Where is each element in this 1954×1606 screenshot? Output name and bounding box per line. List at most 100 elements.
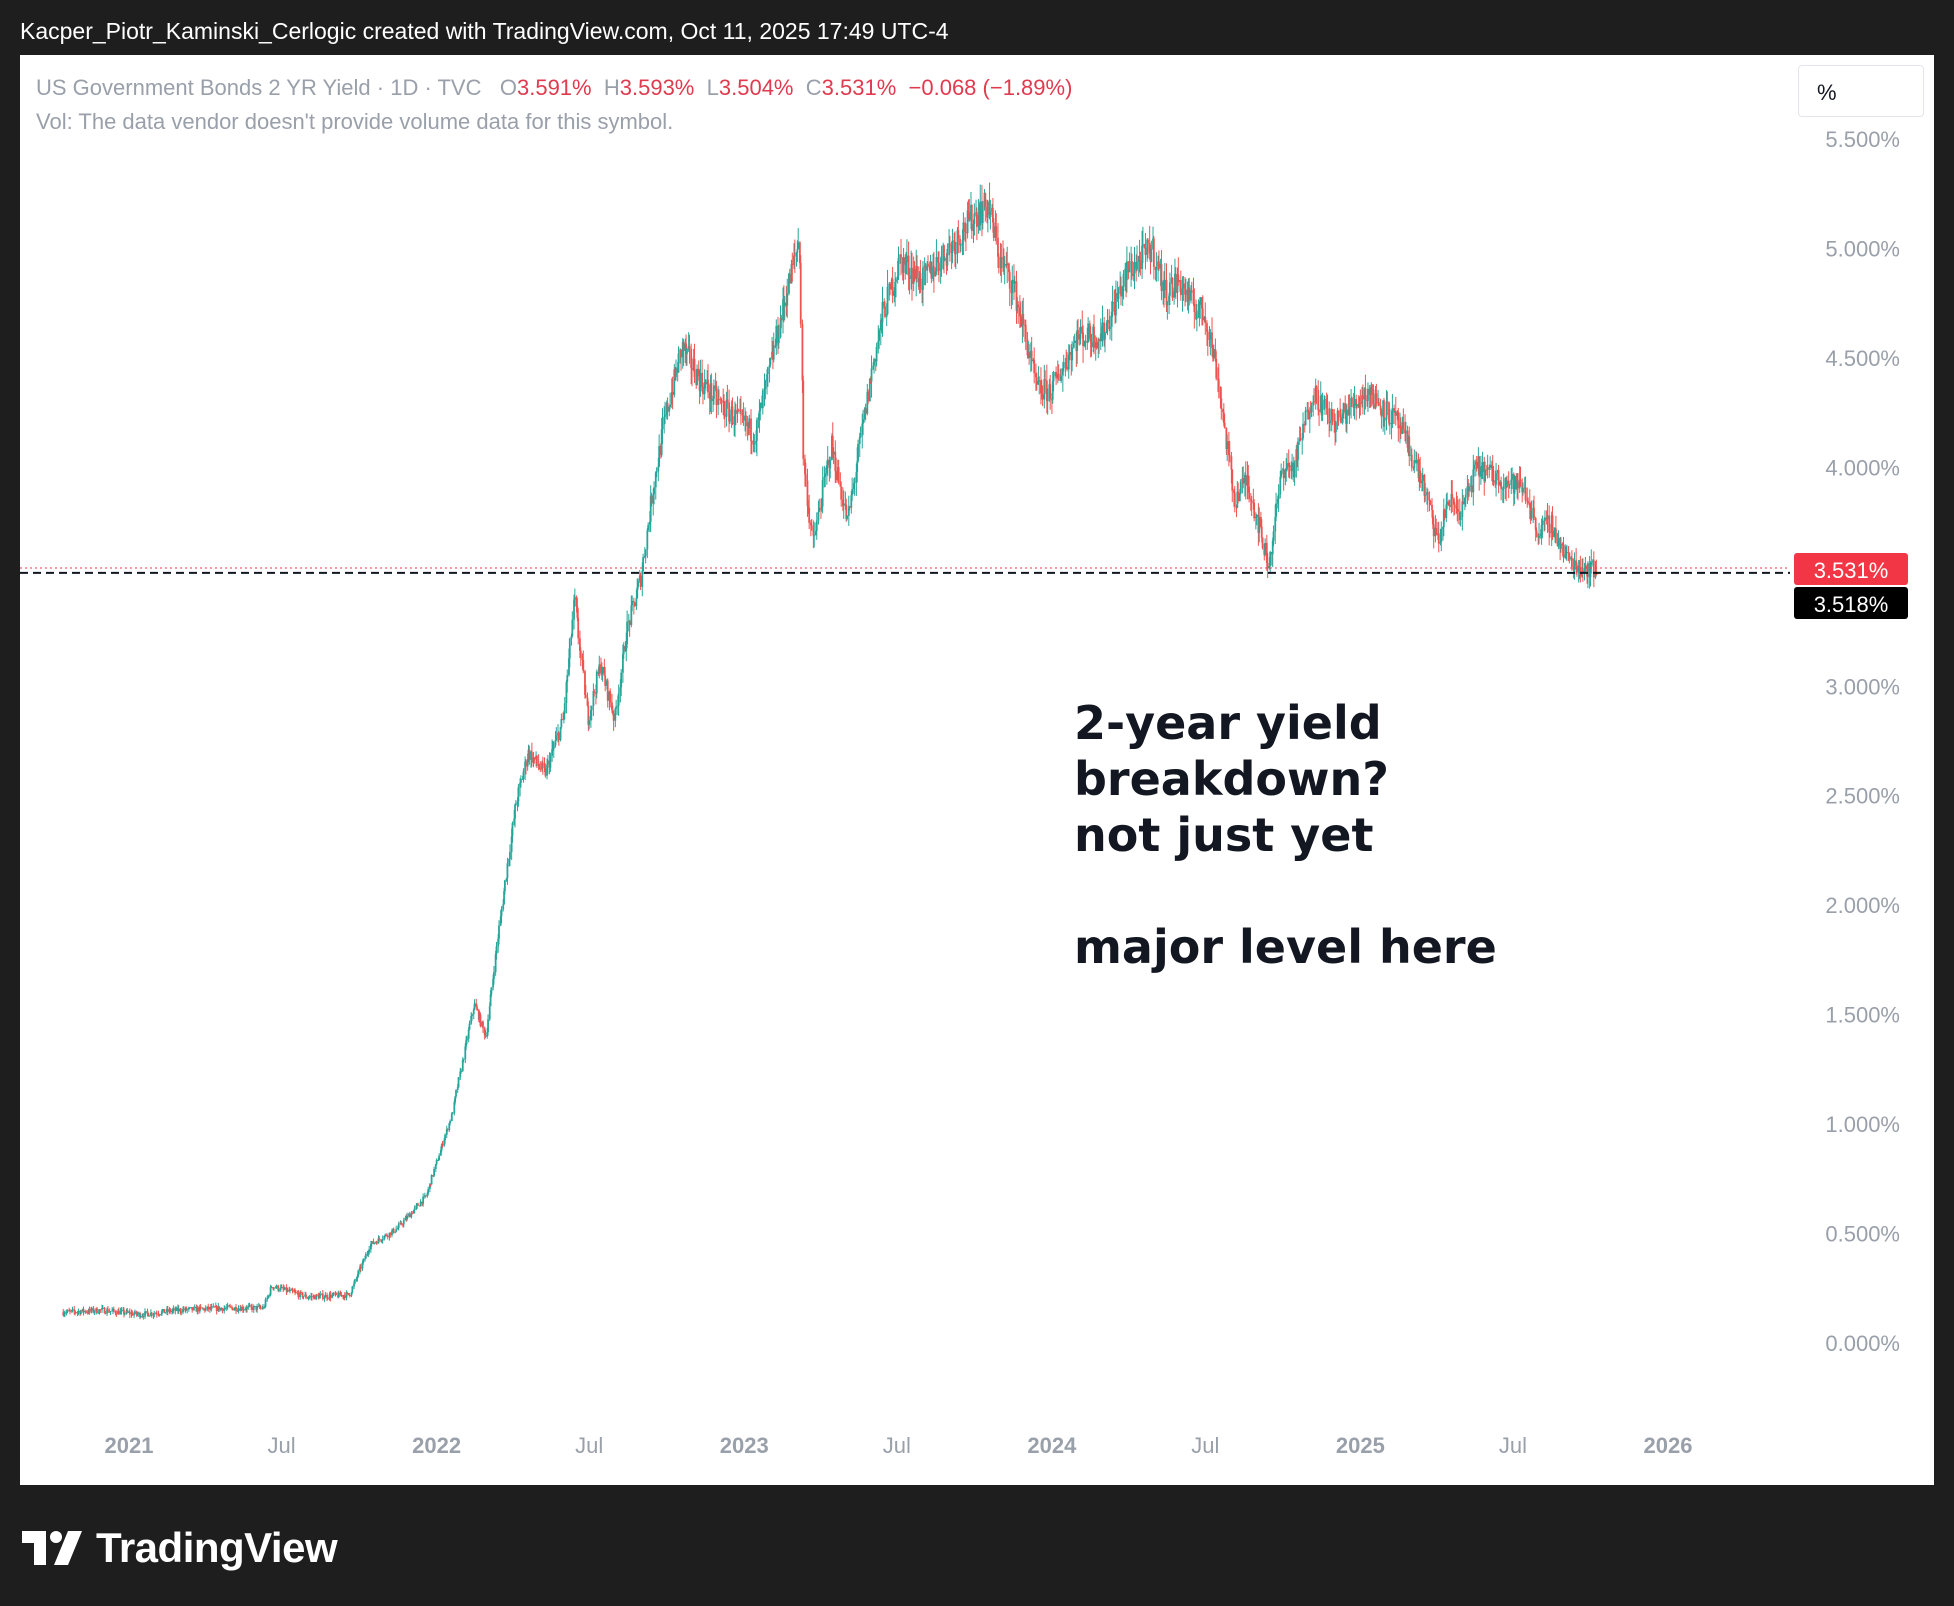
candle [690, 343, 693, 385]
candle [1128, 252, 1131, 273]
annotation-line-4: major level here [1074, 920, 1497, 974]
candle [1443, 508, 1446, 521]
y-tick-label: 2.500% [1825, 784, 1900, 809]
candle [289, 1287, 291, 1294]
candle [411, 1211, 414, 1215]
candle [1291, 453, 1293, 480]
candle [1141, 230, 1143, 279]
candle [508, 858, 511, 867]
symbol-legend[interactable]: US Government Bonds 2 YR Yield · 1D · TV… [36, 75, 1072, 101]
percent-scale-button[interactable]: % [1798, 65, 1924, 117]
candle [278, 1287, 280, 1293]
candle [1455, 491, 1458, 514]
candle [703, 369, 706, 400]
candle [906, 239, 908, 275]
candle [702, 382, 704, 405]
candle [1277, 484, 1280, 513]
candle [1335, 421, 1337, 443]
candle [69, 1309, 71, 1315]
candle [284, 1287, 286, 1290]
candle [984, 192, 987, 222]
candle [394, 1231, 397, 1234]
candle [1109, 315, 1111, 340]
candle [64, 1310, 66, 1317]
candle [940, 245, 943, 277]
candle [182, 1306, 184, 1315]
candle [777, 324, 780, 349]
candle [1121, 285, 1124, 307]
candle [119, 1307, 122, 1315]
candle [829, 456, 832, 479]
candle [1345, 403, 1348, 434]
candle [628, 619, 631, 637]
candle [1517, 472, 1519, 501]
price-chart[interactable]: 5.500% 5.000% 4.500% 4.000% 3.000% 2.500% 2.00… [20, 55, 1934, 1485]
candle [318, 1292, 321, 1299]
candle [1038, 376, 1041, 395]
annotation-line-3: not just yet [1074, 808, 1374, 862]
candle [446, 1128, 449, 1132]
candle [1076, 320, 1079, 365]
candle [1353, 386, 1356, 420]
candle [68, 1307, 71, 1312]
candle [1419, 456, 1422, 488]
candle [1073, 333, 1076, 344]
chart-panel[interactable]: 5.500% 5.000% 4.500% 4.000% 3.000% 2.500% 2.00… [20, 55, 1934, 1485]
candle [664, 401, 666, 425]
candle [506, 857, 509, 885]
candle [1052, 370, 1055, 392]
candle [1511, 467, 1513, 490]
candle [1530, 500, 1533, 521]
candle [148, 1315, 151, 1317]
candle [851, 477, 854, 501]
tradingview-logo[interactable]: TradingView [22, 1524, 338, 1572]
candle [577, 608, 580, 645]
candle [275, 1284, 278, 1289]
candle [720, 397, 723, 413]
candle [1584, 557, 1587, 574]
candle [386, 1235, 389, 1240]
candle [470, 1012, 473, 1025]
annotation-line-2: breakdown? [1074, 752, 1389, 806]
candle [362, 1258, 365, 1265]
candle [1535, 527, 1538, 538]
candle [1358, 396, 1361, 419]
candle [873, 357, 875, 374]
candle [221, 1308, 224, 1314]
candle [223, 1305, 226, 1314]
candle [1370, 382, 1373, 407]
candle [520, 775, 522, 788]
candle [213, 1305, 216, 1308]
candle [551, 739, 553, 762]
candle [464, 1043, 467, 1064]
candle [875, 342, 878, 367]
candle [1177, 257, 1180, 286]
candle [191, 1307, 194, 1313]
candle [327, 1297, 329, 1300]
candle [1501, 487, 1504, 503]
candle [677, 346, 680, 373]
candle [235, 1304, 237, 1315]
symbol-title[interactable]: US Government Bonds 2 YR Yield · 1D · TV… [36, 75, 482, 100]
candle [460, 1068, 462, 1074]
candle [604, 667, 607, 692]
candle [1304, 406, 1307, 426]
candle [1592, 551, 1595, 588]
candle [350, 1291, 353, 1298]
candle [1215, 351, 1218, 381]
candle [878, 328, 881, 350]
candle [270, 1285, 273, 1289]
candle [644, 549, 647, 564]
candle [300, 1289, 302, 1295]
candle [1040, 367, 1042, 405]
candle [1193, 288, 1196, 329]
candle [756, 417, 758, 457]
candle [573, 594, 575, 630]
candle [973, 203, 976, 236]
candle [1472, 454, 1475, 506]
candle [353, 1278, 356, 1285]
candle [966, 201, 969, 239]
candle [142, 1313, 145, 1320]
candle [1473, 460, 1476, 477]
candle [1015, 270, 1018, 324]
